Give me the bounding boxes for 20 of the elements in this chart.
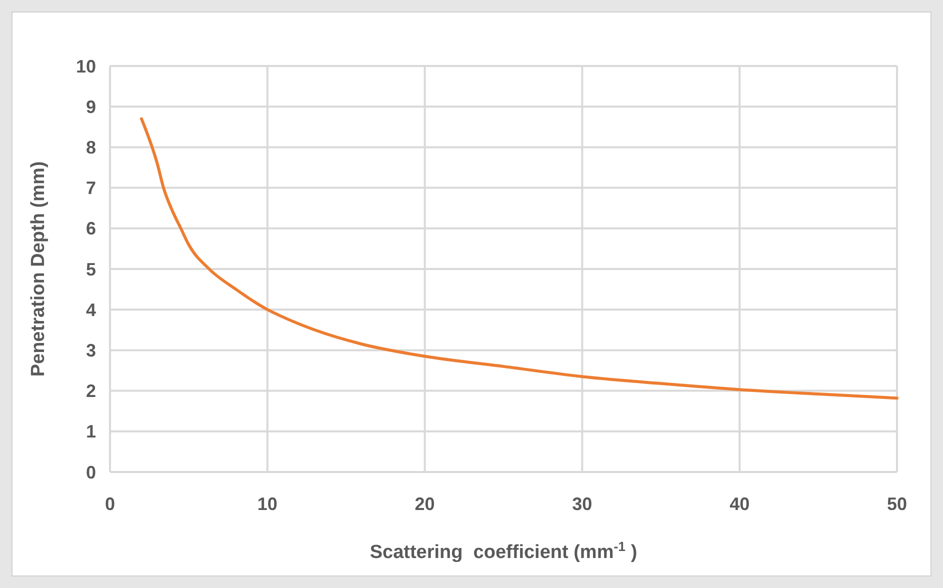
x-tick-label: 50 bbox=[886, 494, 908, 514]
y-tick-label: 6 bbox=[86, 218, 96, 239]
y-tick-label: 9 bbox=[86, 96, 96, 117]
y-tick-label: 4 bbox=[86, 300, 96, 320]
y-tick-label: 10 bbox=[76, 56, 96, 76]
y-tick-label: 0 bbox=[86, 462, 96, 482]
line-series bbox=[140, 117, 898, 400]
x-axis-title: Scattering coefficient (mm$^{-1}$ ) bbox=[370, 538, 638, 563]
x-tick-label: 0 bbox=[104, 494, 116, 514]
y-tick-label: 8 bbox=[86, 138, 96, 158]
y-tick-label: 1 bbox=[86, 422, 96, 442]
y-tick-label: 2 bbox=[86, 381, 96, 402]
y-tick-label: 3 bbox=[86, 340, 96, 360]
x-tick-label: 30 bbox=[572, 494, 592, 514]
y-axis-title: Penetration Depth (mm) bbox=[28, 161, 49, 377]
x-tick-label: 10 bbox=[257, 494, 278, 514]
y-tick-label: 5 bbox=[86, 259, 96, 280]
x-tick-label: 40 bbox=[730, 494, 750, 514]
x-tick-label: 20 bbox=[414, 494, 435, 514]
y-tick-label: 7 bbox=[86, 178, 96, 198]
